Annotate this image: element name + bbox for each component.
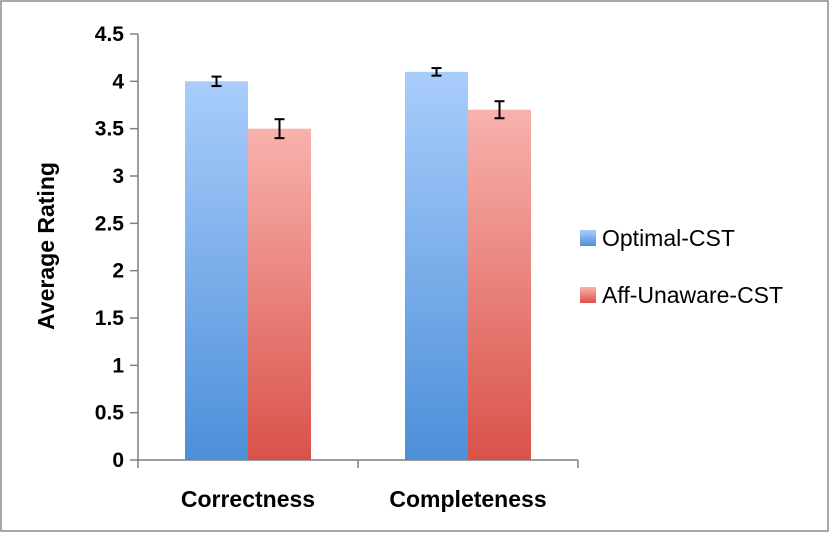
y-tick-label: 4.5 — [95, 23, 125, 46]
error-bars — [211, 67, 505, 140]
bar — [185, 81, 248, 460]
legend-item: Aff-Unaware-CST — [580, 282, 783, 308]
bar — [405, 71, 468, 460]
error-bar — [494, 100, 505, 120]
y-tick-label: 0.5 — [95, 402, 125, 425]
legend-item: Optimal-CST — [580, 225, 735, 251]
legend-label: Aff-Unaware-CST — [602, 282, 783, 308]
legend: Optimal-CST Aff-Unaware-CST — [580, 225, 783, 308]
legend-swatch — [580, 230, 596, 246]
x-category-label: Completeness — [389, 486, 546, 512]
y-tick-label: 3.5 — [95, 118, 125, 141]
y-axis: 0 0.5 1 1.5 2 2.5 3 3.5 4 4.5 — [95, 23, 139, 472]
y-tick-label: 4 — [112, 70, 124, 93]
y-tick-label: 3 — [112, 165, 124, 188]
legend-label: Optimal-CST — [602, 225, 735, 251]
bar — [468, 109, 531, 460]
x-category-label: Correctness — [181, 486, 315, 512]
y-tick-label: 0 — [112, 449, 124, 472]
bar — [248, 128, 311, 460]
y-tick-label: 2 — [112, 260, 124, 283]
y-axis-title: Average Rating — [33, 162, 59, 330]
error-bar — [211, 75, 222, 88]
error-bar — [431, 67, 442, 77]
bars — [185, 71, 531, 460]
legend-swatch — [580, 287, 596, 303]
y-tick-label: 1.5 — [95, 307, 125, 330]
error-bar — [274, 118, 285, 140]
y-tick-label: 2.5 — [95, 212, 125, 235]
y-tick-label: 1 — [112, 354, 124, 377]
